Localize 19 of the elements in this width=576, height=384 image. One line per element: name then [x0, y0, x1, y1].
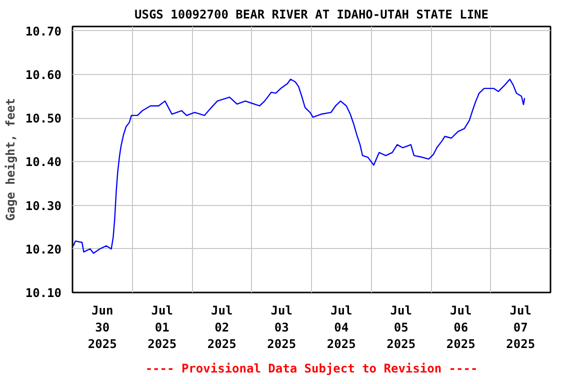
- y-tick-label: 10.30: [25, 198, 62, 213]
- x-tick-label: Jul 06 2025: [446, 304, 476, 352]
- y-axis-title: Gage height, feet: [3, 98, 18, 221]
- line-series: [72, 78, 526, 254]
- x-tick-label: Jun 30 2025: [88, 304, 117, 352]
- y-tick-label: 10.40: [25, 155, 62, 170]
- x-tick-label: Jul 03 2025: [267, 304, 296, 352]
- y-tick-label: 10.10: [25, 286, 62, 300]
- y-tick-label: 10.60: [25, 68, 62, 82]
- x-tick-label: Jul 07 2025: [506, 304, 536, 352]
- y-tick-label: 10.70: [25, 24, 62, 38]
- x-tick-label: Jul 04 2025: [326, 304, 356, 352]
- x-tick-label: Jul 05 2025: [386, 304, 416, 352]
- y-tick-label: 10.50: [25, 112, 62, 126]
- text: ---- Provisional Data Subject to Revision ----: [145, 362, 478, 376]
- y-tick-label: 10.20: [25, 242, 62, 256]
- chart-title: USGS 10092700 BEAR RIVER AT IDAHO-UTAH STATE LINE: [134, 8, 489, 22]
- x-tick-label: Jul 02 2025: [207, 304, 236, 352]
- x-tick-label: Jul 01 2025: [148, 304, 177, 352]
